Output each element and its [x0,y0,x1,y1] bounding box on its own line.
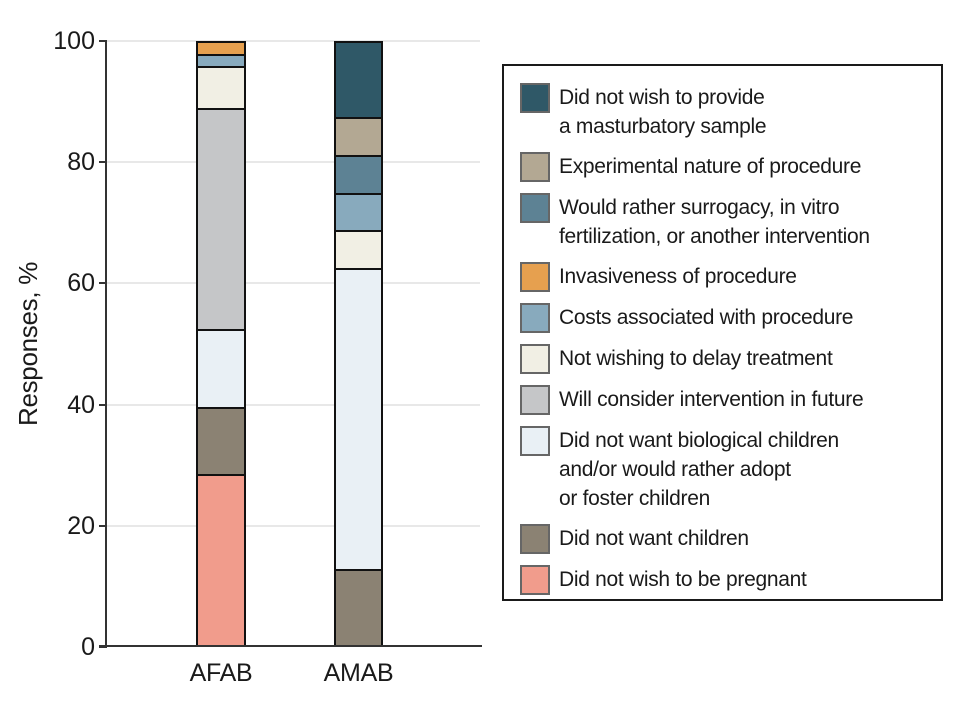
legend-item: Did not wish to provide a masturbatory s… [520,83,929,141]
y-axis-line [105,41,107,647]
bar-segment [336,118,381,156]
legend: Did not wish to provide a masturbatory s… [502,64,943,601]
legend-swatch [520,303,550,333]
legend-swatch [520,385,550,415]
legend-swatch [520,524,550,554]
bar-segment [336,43,381,119]
bar-segment-divider [198,66,244,69]
bar-segment-divider [336,267,381,270]
bar-segment [198,474,244,645]
bar-segment-divider [336,230,381,233]
gridline-100 [107,40,480,42]
bar-segment-divider [198,54,244,57]
legend-label: Did not want biological children and/or … [559,429,839,510]
bar-afab [196,41,246,647]
bar-segment [336,193,381,232]
bar-segment-divider [198,407,244,410]
bar-segment-divider [336,154,381,157]
legend-label: Costs associated with procedure [559,306,854,329]
legend-item: Not wishing to delay treatment [520,344,929,374]
x-category-label-afab: AFAB [189,659,253,687]
y-tick-mark-40 [99,403,107,406]
y-tick-mark-80 [99,161,107,164]
legend-item: Did not want children [520,524,929,554]
legend-label: Did not want children [559,527,749,550]
y-tick-mark-0 [99,646,107,648]
legend-item: Would rather surrogacy, in vitro fertili… [520,193,929,251]
legend-label: Invasiveness of procedure [559,265,797,288]
y-tick-label-20: 20 [67,511,95,540]
legend-label: Experimental nature of procedure [559,155,862,178]
legend-item: Invasiveness of procedure [520,262,929,292]
y-tick-mark-20 [99,524,107,527]
legend-swatch [520,262,550,292]
legend-swatch [520,152,550,182]
x-axis-line [99,645,482,647]
legend-item: Did not wish to be pregnant [520,565,929,595]
legend-label: Will consider intervention in future [559,388,864,411]
legend-item: Will consider intervention in future [520,385,929,415]
bar-segment [336,155,381,194]
bar-segment [198,408,244,475]
legend-swatch [520,193,550,223]
gridline-40 [107,403,480,406]
y-tick-label-0: 0 [81,633,95,661]
y-tick-label-60: 60 [67,269,95,298]
x-category-label-amab: AMAB [323,659,394,687]
bar-segment [198,43,244,56]
legend-label: Did not wish to be pregnant [559,568,807,591]
bar-segment [198,330,244,409]
y-tick-mark-60 [99,282,107,285]
legend-item: Did not want biological children and/or … [520,426,929,513]
legend-label: Would rather surrogacy, in vitro fertili… [559,196,870,248]
plot-area [107,40,480,647]
bar-segment-divider [336,117,381,120]
legend-swatch [520,565,550,595]
legend-swatch [520,344,550,374]
bar-segment-divider [198,329,244,332]
bar-segment [336,231,381,269]
y-tick-label-40: 40 [67,390,95,419]
bar-segment-divider [198,108,244,111]
y-tick-label-80: 80 [67,148,95,177]
legend-swatch [520,426,550,456]
legend-label: Did not wish to provide a masturbatory s… [559,86,767,138]
legend-swatch [520,83,550,113]
gridline-60 [107,282,480,285]
bar-segment [198,55,244,68]
bar-segment-divider [336,192,381,195]
bar-segment-divider [198,473,244,476]
bar-amab [334,41,383,647]
gridline-80 [107,161,480,164]
legend-item: Costs associated with procedure [520,303,929,333]
bar-segment [198,109,244,331]
gridline-20 [107,524,480,527]
y-tick-mark-100 [99,40,107,42]
legend-item: Experimental nature of procedure [520,152,929,182]
legend-label: Not wishing to delay treatment [559,347,833,370]
bar-segment-divider [336,568,381,571]
bar-segment [336,569,381,645]
bar-segment [336,268,381,570]
bar-segment [198,67,244,110]
y-tick-label-100: 100 [53,27,95,55]
